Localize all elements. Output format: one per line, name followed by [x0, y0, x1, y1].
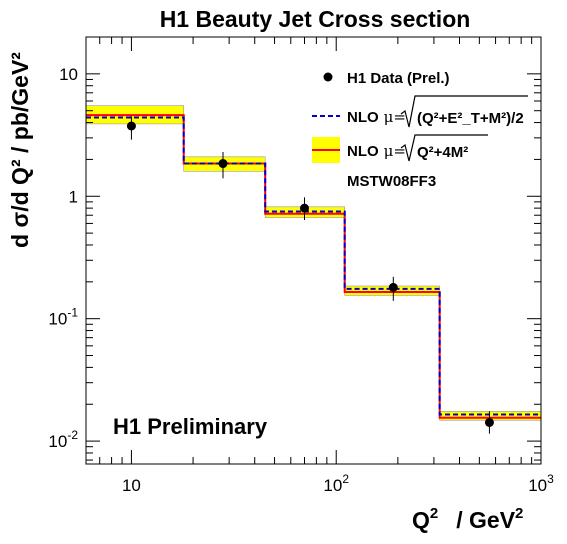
x-axis-label-q: Q	[412, 507, 430, 533]
plot-frame	[85, 36, 542, 465]
y-tick-label-exp: -1	[67, 306, 78, 320]
x-tick-label-2: 103	[528, 472, 554, 495]
x-tick-label-exp: 2	[342, 472, 349, 486]
x-axis-label-unit-sup: 2	[515, 505, 523, 522]
y-tick-label-base: 1	[69, 187, 78, 206]
data-point-2	[299, 203, 309, 213]
x-tick-label-exp: 3	[547, 472, 554, 486]
y-tick-label-2: 10-1	[48, 306, 78, 329]
x-axis-label-q-sup: 2	[430, 505, 438, 522]
legend-dashed-formula: (Q²+E²_T+M²)/2	[417, 110, 524, 127]
data-points	[126, 116, 494, 434]
preliminary-annotation: H1 Preliminary	[113, 414, 268, 439]
legend-pdf-label: MSTW08FF3	[347, 173, 436, 190]
chart-title: H1 Beauty Jet Cross section	[160, 6, 471, 32]
legend-data-label: H1 Data (Prel.)	[347, 70, 450, 87]
legend-data-marker	[323, 72, 333, 82]
x-tick-label-0: 10	[122, 476, 141, 495]
data-point-0	[126, 121, 136, 131]
y-axis-label: d σ/d Q² / pb/GeV²	[7, 52, 33, 248]
y-tick-label-exp: -2	[67, 428, 78, 442]
x-axis-label: Q2/ GeV2	[412, 505, 523, 533]
x-tick-label-base: 10	[528, 476, 547, 495]
y-tick-label-3: 10-2	[48, 428, 78, 451]
legend-dashed-label: NLO μ=	[347, 108, 406, 126]
legend-dashed-nlo: NLO	[347, 109, 379, 126]
legend-solid-label: NLO μ=	[347, 142, 406, 160]
x-tick-label-base: 10	[323, 476, 342, 495]
y-tick-label-1: 1	[69, 187, 78, 206]
legend-dashed-mu: μ=	[384, 108, 406, 126]
legend-dashed-sqrt	[400, 95, 528, 128]
x-axis-label-unit: / GeV	[456, 507, 515, 533]
x-tick-label-base: 10	[122, 476, 141, 495]
y-tick-label-base: 10	[48, 432, 67, 451]
data-point-4	[484, 417, 494, 427]
x-tick-label-1: 102	[323, 472, 349, 495]
legend-solid-formula: Q²+4M²	[417, 144, 468, 161]
axis-ticks	[85, 36, 542, 464]
legend-solid-sqrt	[400, 134, 488, 162]
y-tick-label-base: 10	[59, 65, 78, 84]
legend-solid-nlo: NLO	[347, 143, 379, 160]
y-tick-label-0: 10	[59, 65, 78, 84]
data-point-3	[388, 282, 398, 292]
legend-solid-mu: μ=	[384, 142, 406, 160]
legend: H1 Data (Prel.) NLO μ= (Q²+E²_T+M²)/2 NLO…	[312, 70, 528, 190]
y-tick-label-base: 10	[48, 310, 67, 329]
data-point-1	[218, 159, 228, 169]
